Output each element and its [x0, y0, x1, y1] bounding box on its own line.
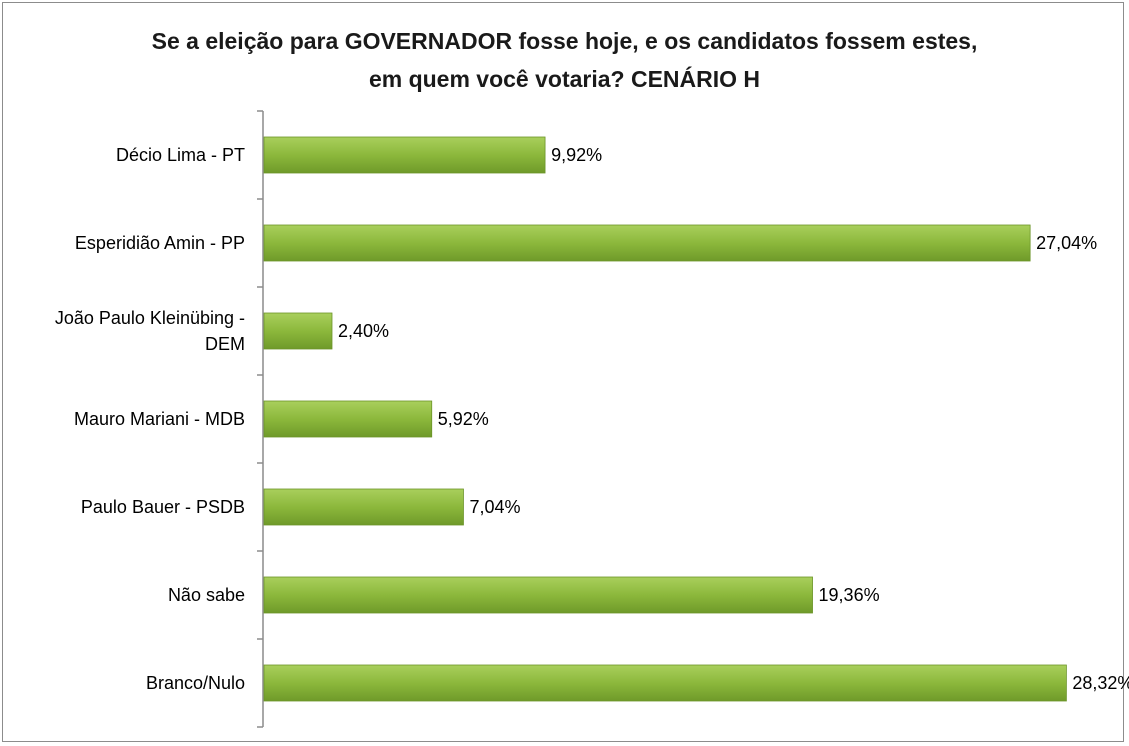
chart-title-line-1: Se a eleição para GOVERNADOR fosse hoje,…	[151, 28, 978, 54]
category-label: Paulo Bauer - PSDB	[5, 494, 245, 520]
data-label: 28,32%	[1072, 673, 1129, 693]
category-label-line: Esperidião Amin - PP	[74, 233, 245, 253]
data-label: 2,40%	[338, 321, 390, 341]
category-label: Não sabe	[5, 582, 245, 608]
chart-title-line-2: em quem você votaria? CENÁRIO H	[368, 66, 761, 92]
category-label-line: Não sabe	[167, 585, 245, 605]
data-label: 5,92%	[437, 409, 489, 429]
data-label: 19,36%	[818, 585, 880, 605]
category-label: Décio Lima - PT	[5, 142, 245, 168]
category-label: Mauro Mariani - MDB	[5, 406, 245, 432]
category-label-line: Décio Lima - PT	[115, 145, 245, 165]
category-label-line: Paulo Bauer - PSDB	[80, 497, 245, 517]
data-label: 27,04%	[1036, 233, 1098, 253]
category-label-line: Branco/Nulo	[145, 673, 245, 693]
bar	[263, 312, 333, 350]
bar	[263, 400, 433, 438]
category-label: Branco/Nulo	[5, 670, 245, 696]
category-label: João Paulo Kleinübing - DEM	[5, 305, 245, 357]
bar	[263, 136, 546, 174]
category-label: Esperidião Amin - PP	[5, 230, 245, 256]
bar	[263, 576, 813, 614]
data-label: 9,92%	[551, 145, 603, 165]
category-label-line: DEM	[205, 334, 245, 354]
chart-title: Se a eleição para GOVERNADOR fosse hoje,…	[0, 22, 1129, 98]
data-label: 7,04%	[469, 497, 521, 517]
bar	[263, 664, 1067, 702]
category-label-line: Mauro Mariani - MDB	[73, 409, 245, 429]
category-label-line: João Paulo Kleinübing -	[54, 308, 245, 328]
bar	[263, 488, 464, 526]
bar	[263, 224, 1031, 262]
